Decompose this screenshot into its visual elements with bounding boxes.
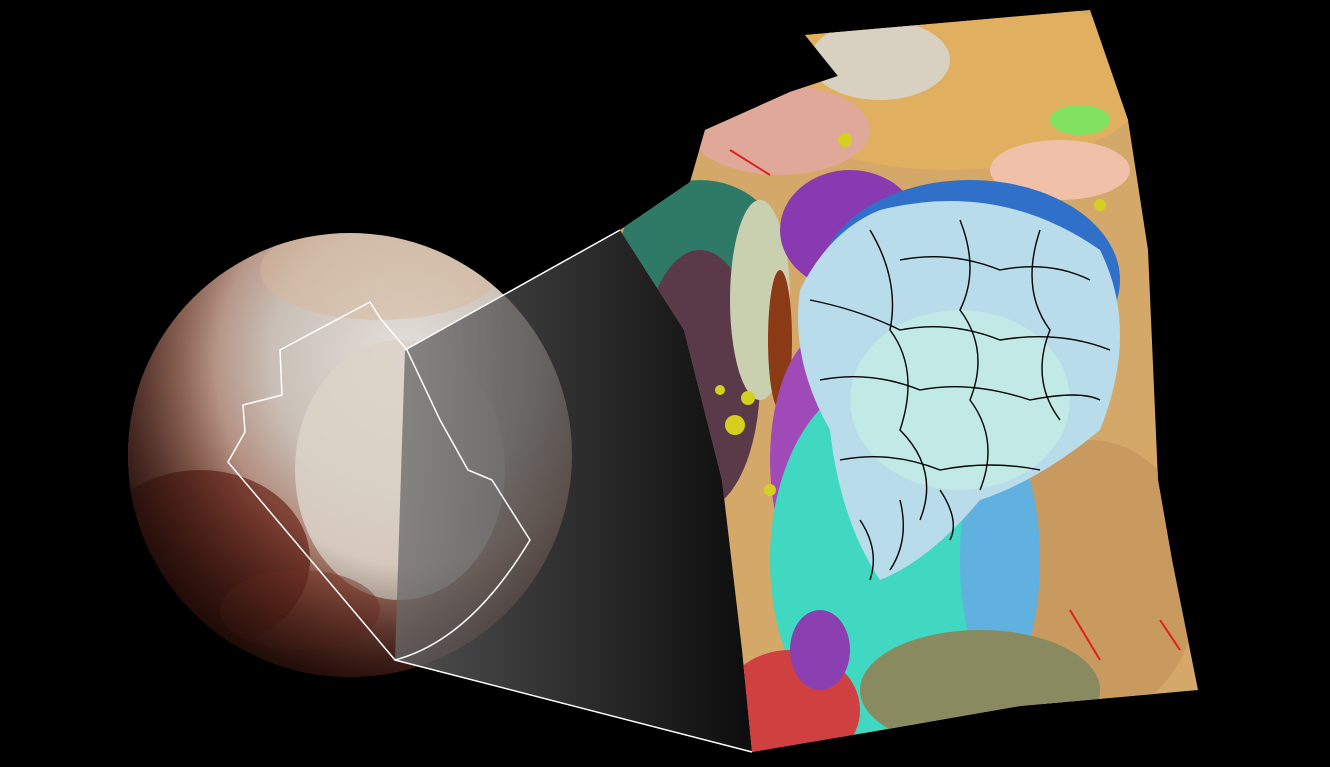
zoom-wedge: [395, 230, 752, 752]
zoom-line: [394, 659, 753, 753]
zoom-line: [404, 229, 621, 351]
geologic-map: [620, 10, 1198, 752]
region-outline: [227, 301, 531, 661]
